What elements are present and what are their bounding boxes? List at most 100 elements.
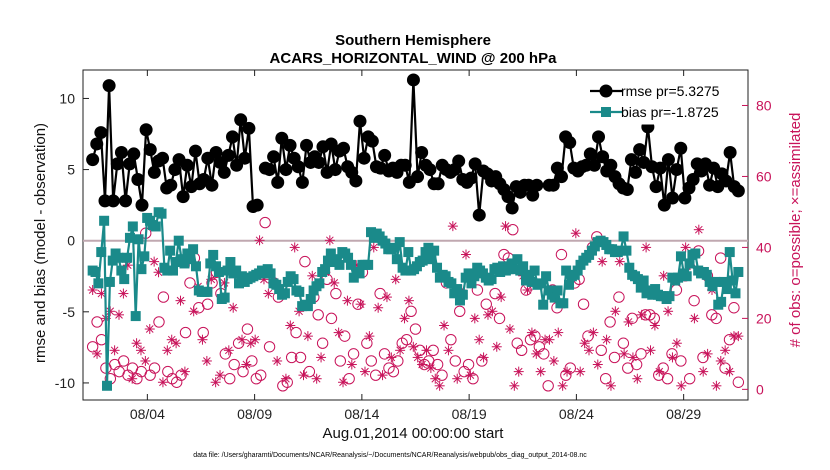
obs-assimilated-marker bbox=[562, 366, 573, 377]
obs-assimilated-marker bbox=[645, 345, 656, 356]
asterisk-stroke bbox=[189, 307, 198, 316]
obs-assimilated-marker bbox=[733, 331, 744, 342]
x-tick-label: 08/29 bbox=[666, 406, 701, 422]
y-right-tick-label: 20 bbox=[756, 310, 772, 326]
rmse-point bbox=[312, 155, 326, 169]
obs-possible-marker bbox=[467, 373, 479, 385]
rmse-point bbox=[337, 141, 351, 155]
rmse-point bbox=[678, 191, 692, 205]
bias-point bbox=[509, 264, 520, 275]
rmse-point bbox=[406, 73, 420, 87]
asterisk-stroke bbox=[299, 371, 308, 380]
asterisk-stroke bbox=[576, 367, 585, 376]
asterisk-stroke bbox=[646, 346, 655, 355]
asterisk-stroke bbox=[238, 335, 246, 344]
obs-assimilated-marker bbox=[676, 380, 687, 391]
y-tick-label: 5 bbox=[67, 162, 75, 178]
bias-point bbox=[440, 271, 451, 282]
asterisk-stroke bbox=[308, 271, 317, 280]
obs-possible-marker bbox=[303, 365, 316, 378]
asterisk-stroke bbox=[312, 374, 321, 383]
asterisk-stroke bbox=[629, 353, 637, 362]
rmse-point bbox=[238, 151, 252, 165]
x-tick-label: 08/09 bbox=[237, 406, 272, 422]
bias-point bbox=[208, 249, 219, 260]
rmse-point bbox=[620, 182, 634, 196]
asterisk-stroke bbox=[172, 339, 180, 348]
bias-point bbox=[133, 234, 144, 245]
asterisk-stroke bbox=[580, 339, 589, 348]
asterisk-stroke bbox=[405, 296, 413, 305]
legend-bias-label: bias pr=-1.8725 bbox=[621, 104, 719, 120]
obs-assimilated-marker bbox=[430, 373, 441, 384]
asterisk-stroke bbox=[545, 335, 554, 344]
asterisk-stroke bbox=[510, 381, 519, 390]
bias-point bbox=[363, 259, 374, 270]
bias-point bbox=[325, 248, 336, 259]
obs-assimilated-marker bbox=[619, 348, 630, 359]
asterisk-stroke bbox=[145, 325, 154, 333]
bias-point bbox=[615, 245, 626, 256]
asterisk-stroke bbox=[668, 353, 677, 362]
asterisk-stroke bbox=[304, 332, 312, 340]
asterisk-stroke bbox=[550, 357, 558, 365]
x-tick-label: 08/24 bbox=[559, 406, 594, 422]
rmse-point bbox=[592, 130, 606, 144]
asterisk-stroke bbox=[229, 303, 238, 312]
obs-possible-marker bbox=[723, 333, 736, 346]
asterisk-stroke bbox=[703, 350, 712, 358]
obs-assimilated-marker bbox=[592, 359, 603, 370]
asterisk-stroke bbox=[198, 335, 207, 344]
rmse-point bbox=[139, 123, 153, 137]
bias-point bbox=[716, 296, 727, 307]
rmse-point bbox=[205, 178, 219, 192]
obs-assimilated-marker bbox=[166, 334, 177, 345]
rmse-point bbox=[90, 137, 104, 151]
obs-possible-marker bbox=[316, 337, 329, 349]
bias-point bbox=[664, 291, 675, 302]
bias-point bbox=[429, 245, 440, 256]
bias-point bbox=[127, 221, 138, 232]
obs-assimilated-marker bbox=[175, 295, 186, 306]
bias-point bbox=[518, 261, 529, 272]
obs-possible-marker bbox=[392, 355, 404, 367]
obs-assimilated-marker bbox=[223, 345, 234, 356]
obs-assimilated-marker bbox=[689, 313, 700, 324]
bias-point bbox=[305, 294, 316, 305]
obs-assimilated-marker bbox=[109, 345, 120, 356]
obs-assimilated-marker bbox=[201, 355, 212, 366]
obs-assimilated-marker bbox=[359, 366, 370, 377]
bias-point bbox=[718, 276, 729, 287]
obs-assimilated-marker bbox=[623, 316, 634, 327]
asterisk-stroke bbox=[475, 335, 484, 344]
obs-possible-marker bbox=[148, 362, 161, 374]
asterisk-stroke bbox=[110, 346, 119, 355]
obs-assimilated-marker bbox=[346, 359, 357, 370]
obs-assimilated-marker bbox=[324, 235, 335, 246]
bias-point bbox=[90, 266, 101, 277]
obs-possible-marker bbox=[365, 355, 377, 367]
asterisk-stroke bbox=[141, 357, 150, 365]
bias-point bbox=[165, 245, 176, 256]
asterisk-stroke bbox=[167, 335, 176, 344]
rmse-point bbox=[349, 174, 363, 188]
obs-assimilated-marker bbox=[188, 306, 199, 317]
obs-assimilated-marker bbox=[338, 377, 349, 388]
bias-point bbox=[417, 255, 428, 266]
obs-assimilated-marker bbox=[241, 359, 252, 370]
obs-assimilated-marker bbox=[162, 345, 173, 356]
bias-point bbox=[93, 278, 104, 289]
obs-possible-marker bbox=[613, 291, 625, 303]
rmse-point bbox=[530, 178, 544, 192]
rmse-point bbox=[464, 171, 478, 185]
obs-possible-marker bbox=[339, 330, 351, 342]
asterisk-stroke bbox=[712, 381, 721, 390]
asterisk-stroke bbox=[694, 225, 703, 234]
bias-point bbox=[182, 248, 193, 259]
obs-possible-marker bbox=[86, 341, 99, 353]
rmse-point bbox=[123, 157, 137, 171]
obs-assimilated-marker bbox=[377, 370, 388, 381]
bias-point bbox=[526, 276, 537, 287]
obs-assimilated-marker bbox=[557, 380, 568, 391]
